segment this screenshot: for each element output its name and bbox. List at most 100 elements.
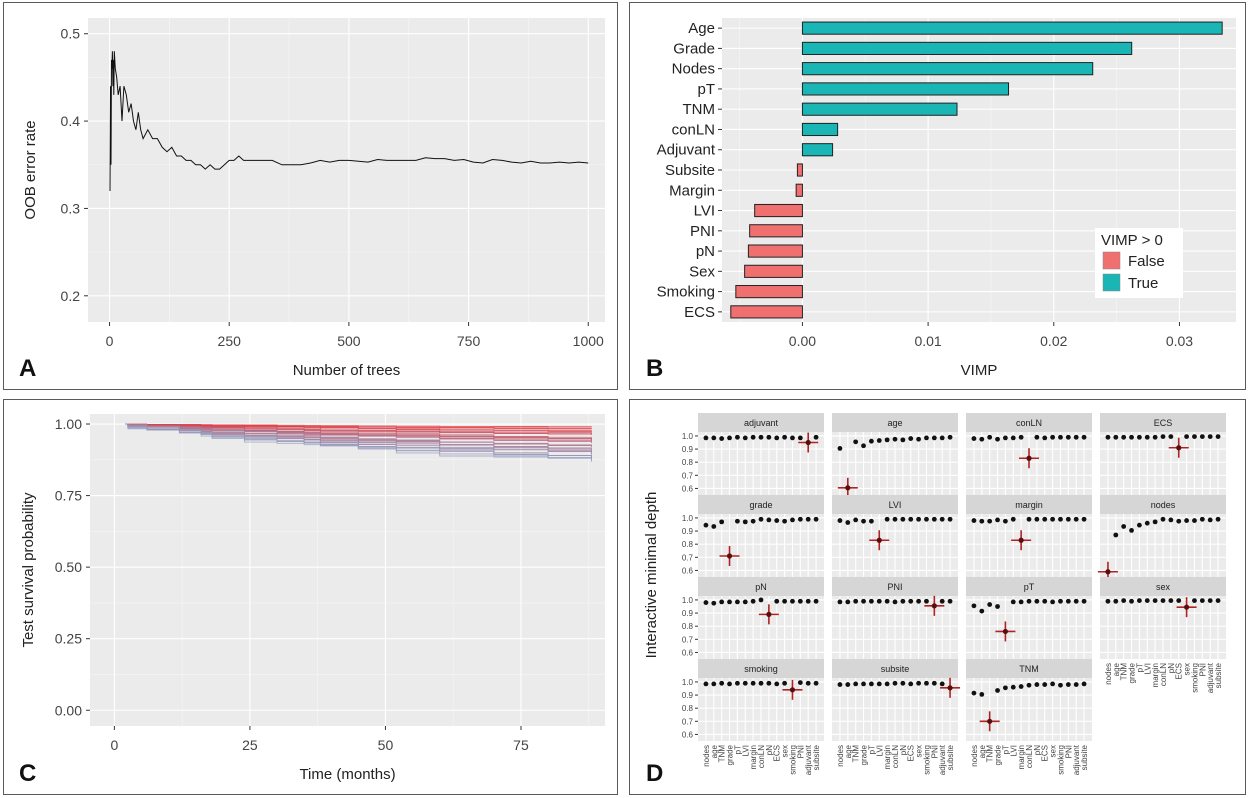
- depth-point: [892, 599, 898, 605]
- depth-point: [1105, 434, 1111, 440]
- depth-point: [1144, 520, 1150, 526]
- facet-strip: [832, 577, 958, 596]
- facet-x-tick-label: smoking: [1056, 745, 1065, 775]
- depth-point: [1199, 598, 1205, 603]
- depth-point: [939, 435, 945, 441]
- depth-point: [1081, 516, 1087, 522]
- depth-point: [916, 436, 921, 442]
- facet-y-tick-label: 0.8: [682, 622, 694, 631]
- panel-d-frame: [629, 399, 1246, 795]
- variable-label: LVI: [694, 203, 715, 220]
- facet-x-tick-label: ECS: [773, 745, 782, 761]
- depth-point: [892, 436, 898, 442]
- depth-point: [758, 597, 764, 603]
- facet-x-tick-label: LVI: [875, 745, 884, 756]
- facet-x-tick-label: subsite: [812, 744, 821, 770]
- depth-point: [703, 681, 709, 687]
- facet-x-tick-label: PNI: [1198, 663, 1207, 676]
- depth-point: [995, 517, 1000, 523]
- depth-point: [727, 435, 732, 441]
- depth-point: [892, 516, 898, 522]
- vimp-bar: [735, 285, 803, 299]
- plot-background: [90, 414, 605, 726]
- depth-point: [750, 680, 756, 686]
- depth-point: [979, 608, 985, 614]
- depth-point: [971, 603, 977, 609]
- depth-point: [1073, 516, 1079, 522]
- depth-point: [939, 681, 945, 687]
- y-axis-title: Interactive minimal depth: [643, 492, 660, 659]
- depth-point: [1003, 518, 1008, 524]
- depth-point: [1129, 598, 1134, 604]
- panel-b-frame: [629, 2, 1246, 390]
- vimp-bar: [795, 183, 803, 197]
- depth-point: [908, 516, 914, 522]
- panel-b: 0.00 0.01 0.02 0.03 Age Grade Nodes pT TNM conLN A…: [657, 18, 1236, 379]
- depth-point: [1042, 516, 1048, 522]
- depth-point: [1184, 518, 1189, 523]
- depth-point: [908, 436, 914, 441]
- depth-point: [711, 524, 717, 529]
- y-tick-label: 0.00: [55, 702, 82, 718]
- depth-point: [1026, 516, 1032, 522]
- x-tick-label: 1000: [573, 333, 604, 349]
- legend-label: False: [1128, 253, 1165, 270]
- depth-point: [1168, 517, 1174, 523]
- highlight-point: [766, 611, 772, 617]
- depth-point: [750, 518, 756, 524]
- depth-point: [931, 680, 937, 686]
- depth-point: [1129, 434, 1134, 440]
- facet-x-tick-label: TNM: [1120, 663, 1129, 681]
- depth-point: [1034, 598, 1040, 604]
- variable-label: Grade: [673, 40, 715, 57]
- facet-x-tick-label: sex: [1049, 745, 1058, 757]
- depth-point: [900, 680, 906, 686]
- facet-x-tick-label: age: [844, 744, 853, 758]
- facet-x-tick-label: adjuvant: [804, 744, 813, 775]
- facet-title: pT: [1024, 582, 1035, 592]
- depth-point: [1113, 598, 1119, 604]
- facet-x-tick-label: subsite: [1214, 662, 1223, 688]
- facet-strip: [966, 659, 1092, 678]
- facet-strip: [698, 659, 824, 678]
- facet-y-tick-label: 0.7: [682, 717, 694, 726]
- depth-point: [813, 680, 819, 686]
- vimp-bar: [747, 244, 803, 258]
- x-tick-label: 250: [218, 333, 242, 349]
- depth-point: [1058, 598, 1063, 604]
- depth-point: [931, 516, 937, 522]
- y-axis-title: OOB error rate: [22, 120, 39, 219]
- depth-point: [1160, 516, 1166, 522]
- y-tick-label: 0.50: [55, 559, 82, 575]
- depth-point: [1168, 434, 1174, 439]
- legend-swatch: [1102, 273, 1121, 292]
- depth-point: [735, 518, 740, 524]
- panel-label-c: C: [19, 760, 36, 787]
- depth-point: [1184, 434, 1189, 439]
- highlight-point: [726, 553, 733, 559]
- variable-label: PNI: [690, 223, 715, 240]
- depth-point: [1137, 598, 1142, 603]
- highlight-point: [805, 439, 811, 446]
- facet-x-tick-label: nodes: [970, 745, 979, 767]
- facet-x-tick-label: age: [978, 744, 987, 758]
- facet-x-tick-label: PNI: [930, 745, 939, 758]
- facet-title: margin: [1015, 500, 1043, 510]
- facet-y-tick-label: 0.8: [682, 458, 694, 467]
- depth-point: [742, 599, 748, 605]
- depth-point: [979, 436, 985, 442]
- depth-point: [1152, 598, 1158, 603]
- highlight-point: [1002, 628, 1009, 635]
- facet-x-tick-label: pT: [867, 745, 876, 754]
- highlight-point: [1026, 455, 1032, 461]
- depth-point: [805, 598, 811, 604]
- facet-x-tick-label: grade: [994, 744, 1003, 765]
- x-tick-label: 0.01: [914, 333, 941, 349]
- depth-point: [1018, 599, 1024, 605]
- facet-x-tick-label: conLN: [1025, 745, 1034, 768]
- variable-label: Margin: [669, 182, 715, 199]
- facet-y-tick-label: 0.6: [682, 484, 694, 493]
- depth-point: [876, 681, 882, 687]
- highlight-point: [1105, 569, 1111, 575]
- depth-point: [1034, 516, 1040, 522]
